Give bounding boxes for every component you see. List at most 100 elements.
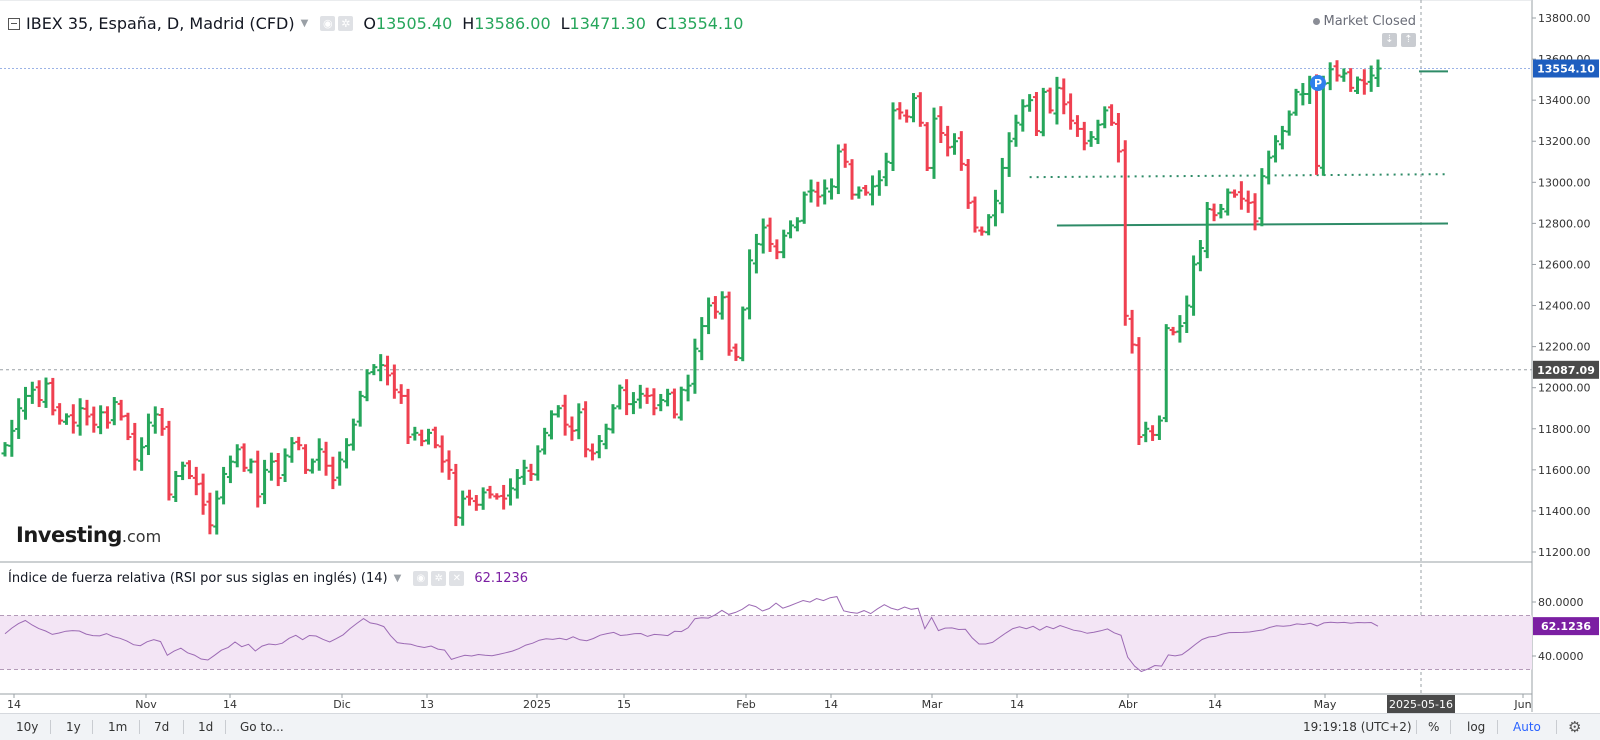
low-value: 13471.30 xyxy=(569,14,646,33)
ohlc-bar xyxy=(486,485,494,499)
ohlc-bar xyxy=(459,490,467,526)
ohlc-bar xyxy=(15,398,23,439)
collapse-icon[interactable] xyxy=(8,17,20,30)
price-tick-label: 12400.00 xyxy=(1538,300,1591,313)
price-tick-label: 11600.00 xyxy=(1538,464,1591,477)
grid xyxy=(0,0,1533,712)
rsi-tick-label: 40.0000 xyxy=(1538,650,1584,663)
ohlc-bar xyxy=(144,413,152,456)
range-1y-button[interactable]: 1y xyxy=(66,720,81,734)
x-tick-label: 14 xyxy=(824,698,838,711)
chevron-down-icon[interactable]: ▼ xyxy=(393,573,402,584)
ohlc-bar xyxy=(711,296,719,319)
gear-icon[interactable]: ⚙ xyxy=(1568,718,1582,736)
ohlc-bar xyxy=(534,445,542,481)
range-1m-button[interactable]: 1m xyxy=(108,720,128,734)
ohlc-bar xyxy=(281,448,289,483)
ohlc-bar xyxy=(1347,68,1355,92)
gear-icon[interactable]: ✲ xyxy=(338,16,354,31)
ohlc-bar xyxy=(226,455,234,484)
ohlc-bar xyxy=(643,387,651,404)
goto-button[interactable]: Go to... xyxy=(240,720,284,734)
ohlc-bars: P xyxy=(1,59,1382,535)
ohlc-bar xyxy=(56,403,64,425)
rsi-tick-label: 80.0000 xyxy=(1538,596,1584,609)
ohlc-bar xyxy=(991,189,999,227)
arrow-down-icon[interactable]: ⇣ xyxy=(1382,33,1397,47)
ohlc-bar xyxy=(1319,75,1327,176)
price-tick-label: 13800.00 xyxy=(1538,12,1591,25)
x-tick-label: May xyxy=(1314,698,1337,711)
ohlc-bar xyxy=(179,461,187,481)
bottom-toolbar: 10y 1y 1m 7d 1d Go to... 19:19:18 (UTC+2… xyxy=(0,713,1600,740)
ohlc-bar xyxy=(1039,87,1047,137)
ohlc-bar xyxy=(684,374,692,402)
marker-p: P xyxy=(1310,75,1326,91)
ohlc-bar xyxy=(28,381,36,404)
ohlc-bar xyxy=(206,492,214,535)
rsi-header: Índice de fuerza relativa (RSI por sus s… xyxy=(8,571,528,586)
ohlc-bar xyxy=(670,388,678,419)
range-10y-button[interactable]: 10y xyxy=(16,720,39,734)
ohlc-bar xyxy=(90,406,98,433)
close-icon[interactable]: ✕ xyxy=(449,571,465,586)
ohlc-bar xyxy=(390,364,398,399)
ohlc-bar xyxy=(1005,132,1013,177)
ohlc-bar xyxy=(766,217,774,252)
x-tick-label: 14 xyxy=(7,698,21,711)
ohlc-bar xyxy=(1374,59,1382,87)
ohlc-bar xyxy=(561,394,569,436)
eye-icon[interactable]: ◉ xyxy=(320,16,336,31)
price-tick-label: 11400.00 xyxy=(1538,505,1591,518)
ohlc-bar xyxy=(629,392,637,415)
ohlc-bar xyxy=(124,412,132,441)
log-toggle[interactable]: log xyxy=(1467,720,1486,734)
ohlc-bar xyxy=(302,444,310,474)
ohlc-bar xyxy=(377,354,385,382)
eye-icon[interactable]: ◉ xyxy=(413,571,429,586)
ohlc-bar xyxy=(1258,168,1266,227)
symbol-title[interactable]: IBEX 35, España, D, Madrid (CFD) xyxy=(26,14,295,33)
last-price-tag: 13554.10 xyxy=(1533,59,1599,78)
ohlc-bar xyxy=(903,109,911,123)
ohlc-bar xyxy=(964,159,972,209)
ohlc-bar xyxy=(363,369,371,402)
gear-icon[interactable]: ✲ xyxy=(431,571,447,586)
ohlc-bar xyxy=(800,191,808,224)
x-tick-label: Dic xyxy=(333,698,351,711)
divider xyxy=(50,720,51,734)
ohlc-bar xyxy=(554,405,562,418)
price-tick-label: 13200.00 xyxy=(1538,135,1591,148)
ohlc-bar xyxy=(752,233,760,274)
x-tick-label: Nov xyxy=(135,698,157,711)
ohlc-bar xyxy=(985,214,993,236)
ohlc-bar xyxy=(595,435,603,459)
ohlc-bar xyxy=(404,388,412,445)
percent-toggle[interactable]: % xyxy=(1428,720,1440,734)
range-1d-button[interactable]: 1d xyxy=(198,720,214,734)
ohlc-bar xyxy=(520,459,528,485)
divider xyxy=(1497,720,1498,734)
ohlc-bar xyxy=(950,133,958,155)
x-tick-label: Feb xyxy=(736,698,755,711)
trend-lines xyxy=(1029,70,1449,227)
auto-toggle[interactable]: Auto xyxy=(1513,720,1541,734)
rsi-title[interactable]: Índice de fuerza relativa (RSI por sus s… xyxy=(8,571,388,586)
ohlc-bar xyxy=(875,170,883,196)
ohlc-bar xyxy=(1169,326,1177,336)
ohlc-bar xyxy=(1080,121,1088,151)
crosshair-price-tag-text: 12087.09 xyxy=(1537,364,1595,377)
ohlc-bar xyxy=(780,229,788,259)
ohlc-bar xyxy=(882,152,890,187)
ohlc-bar xyxy=(500,484,508,510)
chevron-down-icon[interactable]: ▼ xyxy=(300,18,309,29)
support-line xyxy=(1056,222,1449,227)
x-tick-label: 2025 xyxy=(523,698,551,711)
arrow-up-icon[interactable]: ⇡ xyxy=(1401,33,1416,47)
price-tick-label: 13000.00 xyxy=(1538,176,1591,189)
range-7d-button[interactable]: 7d xyxy=(154,720,170,734)
ohlc-bar xyxy=(8,419,16,457)
ohlc-bar xyxy=(397,384,405,404)
ohlc-bar xyxy=(76,398,84,436)
